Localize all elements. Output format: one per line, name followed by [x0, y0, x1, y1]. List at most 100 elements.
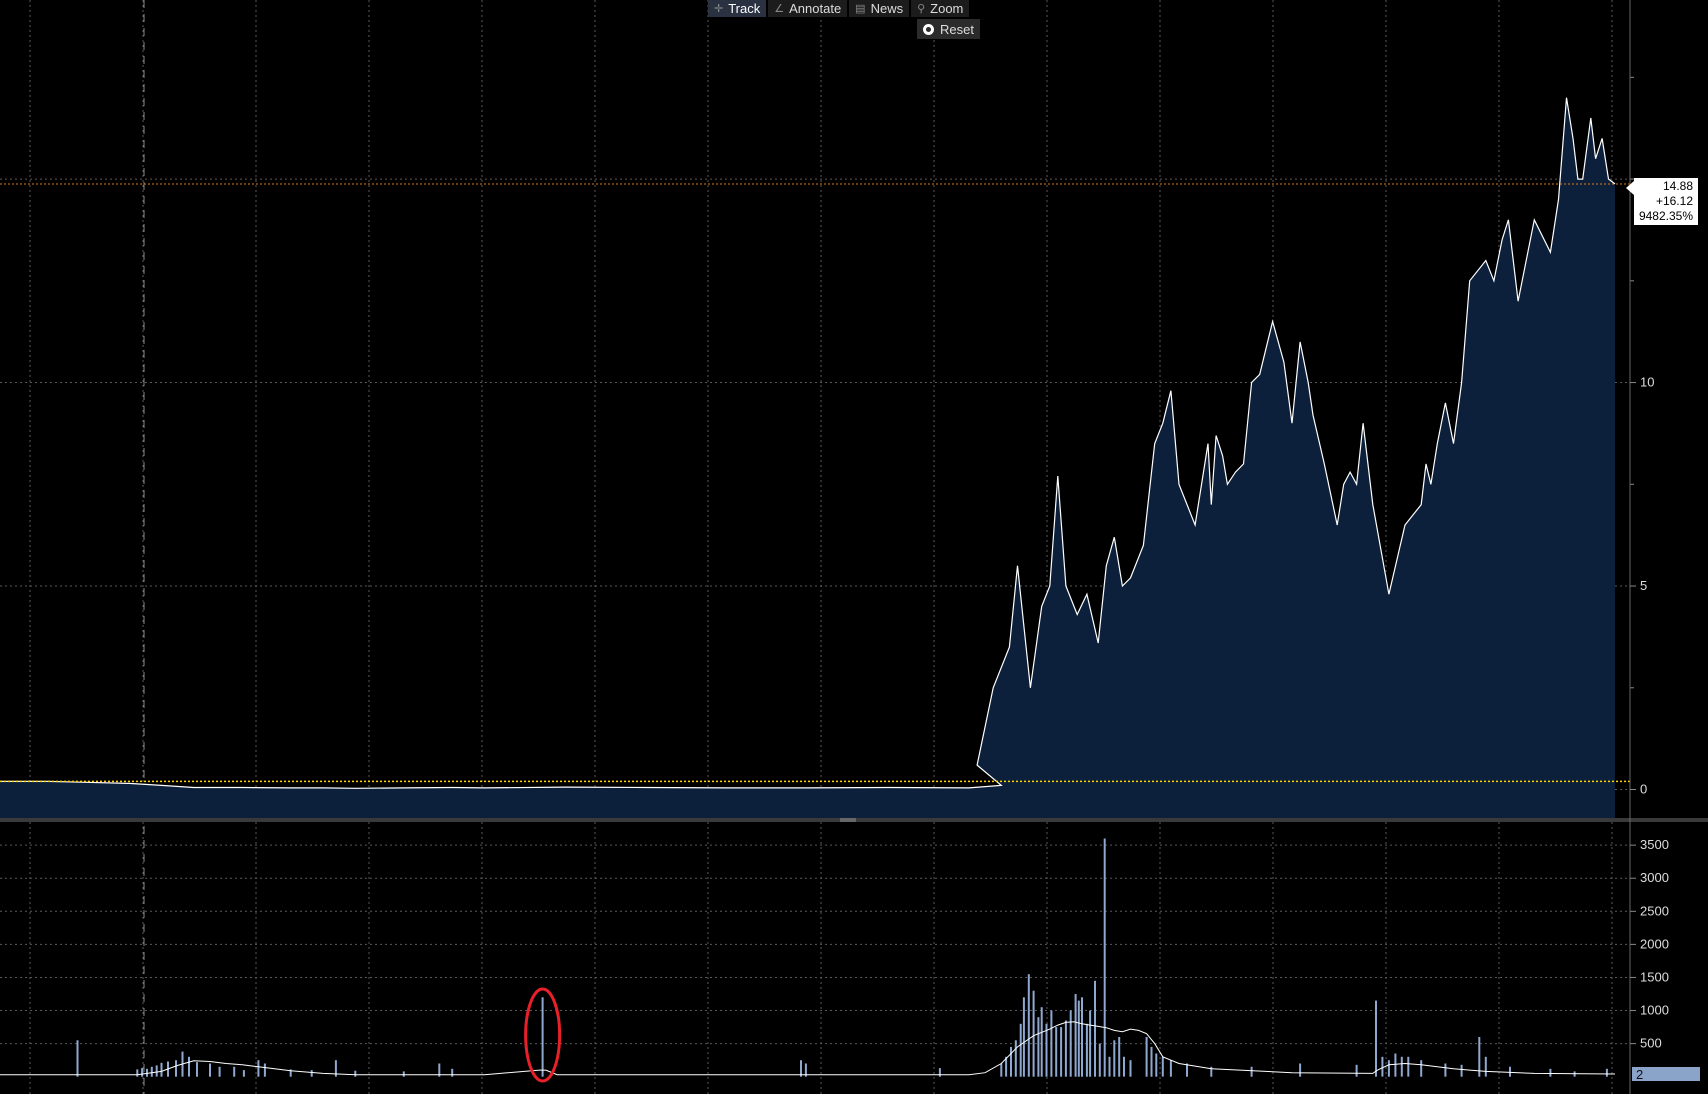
volume-bar — [1027, 974, 1030, 1077]
volume-bar — [233, 1066, 236, 1077]
volume-average-line — [0, 1021, 1616, 1076]
volume-bar — [354, 1070, 357, 1077]
volume-tick-label: 2500 — [1640, 903, 1669, 918]
volume-bar — [1394, 1053, 1397, 1077]
volume-bar — [263, 1063, 266, 1077]
volume-tick-label: 3500 — [1640, 837, 1669, 852]
volume-bar — [1210, 1066, 1213, 1077]
zoom-button[interactable]: ⚲ Zoom — [911, 0, 970, 17]
volume-bar — [1032, 990, 1035, 1077]
price-tick-label: 10 — [1640, 375, 1654, 390]
volume-bar — [1005, 1056, 1008, 1077]
volume-panel — [0, 838, 1616, 1083]
volume-bar — [1605, 1068, 1608, 1077]
news-label: News — [870, 1, 904, 16]
volume-bar — [1355, 1064, 1358, 1077]
volume-bar — [289, 1069, 292, 1077]
news-icon: ▤ — [855, 3, 866, 15]
volume-tick-label: 3000 — [1640, 870, 1669, 885]
volume-bar — [541, 997, 544, 1077]
volume-bar — [188, 1056, 190, 1077]
volume-bar — [1108, 1056, 1111, 1077]
annotate-button[interactable]: ∠ Annotate — [768, 0, 848, 17]
volume-bar — [1050, 1010, 1053, 1077]
price-area-fill — [0, 97, 1615, 818]
price-panel — [0, 97, 1630, 818]
volume-bar — [1444, 1063, 1447, 1077]
volume-bar — [1089, 1010, 1092, 1077]
volume-bar — [175, 1060, 177, 1077]
volume-bar — [1161, 1056, 1164, 1077]
zoom-label: Zoom — [930, 1, 964, 16]
volume-bar — [1460, 1064, 1463, 1077]
news-button[interactable]: ▤ News — [849, 0, 910, 17]
volume-tick-label: 1500 — [1640, 969, 1669, 984]
volume-bar — [1387, 1060, 1390, 1077]
last-price-label: 14.88 +16.12 9482.35% — [1626, 178, 1698, 225]
volume-bar — [438, 1063, 441, 1077]
volume-bar — [1250, 1066, 1253, 1077]
grid — [0, 0, 1630, 1094]
volume-tick-label: 2000 — [1640, 936, 1669, 951]
reset-icon — [923, 23, 934, 35]
volume-bar — [150, 1066, 153, 1077]
last-price-change-pct: 9482.35% — [1638, 209, 1693, 223]
volume-bar — [1019, 1023, 1022, 1077]
volume-bar — [1299, 1063, 1302, 1077]
volume-bar — [1420, 1060, 1423, 1077]
volume-bar — [1375, 1000, 1377, 1077]
volume-bar — [1085, 1023, 1088, 1077]
volume-bar — [1478, 1037, 1481, 1077]
chart-toolbar: ✛ Track ∠ Annotate ▤ News ⚲ Zoom — [708, 0, 970, 17]
volume-bar — [1081, 997, 1083, 1077]
reset-button[interactable]: Reset — [917, 19, 980, 39]
volume-bar — [1077, 1000, 1080, 1077]
volume-bar — [1155, 1053, 1158, 1077]
volume-bar — [800, 1060, 802, 1077]
volume-bar — [1014, 1040, 1017, 1077]
volume-bar — [1000, 1063, 1003, 1077]
volume-bar — [196, 1062, 198, 1077]
volume-bar — [209, 1063, 211, 1077]
volume-bar — [1549, 1068, 1552, 1077]
volume-bar — [1186, 1063, 1188, 1077]
volume-bar — [1103, 838, 1106, 1077]
track-button[interactable]: ✛ Track — [708, 0, 767, 17]
volume-bar — [76, 1040, 79, 1077]
highlight-circle — [524, 987, 562, 1083]
last-price-value: 14.88 — [1662, 179, 1693, 193]
volume-bar — [1022, 997, 1025, 1077]
volume-tick-label: 1000 — [1640, 1003, 1669, 1018]
reset-label: Reset — [940, 21, 974, 37]
volume-bar — [1169, 1060, 1172, 1077]
volume-bar — [160, 1062, 163, 1077]
volume-bar — [1064, 1020, 1067, 1077]
last-price-change: +16.12 — [1655, 194, 1693, 208]
volume-bar — [1060, 1027, 1063, 1077]
volume-bar — [1037, 1017, 1040, 1077]
volume-bar — [1069, 1010, 1072, 1077]
volume-bar — [1055, 1027, 1058, 1077]
volume-bar — [310, 1070, 313, 1077]
volume-bar — [402, 1071, 405, 1077]
volume-bar — [1045, 1023, 1048, 1077]
crosshair-icon: ✛ — [714, 3, 724, 15]
track-label: Track — [728, 1, 761, 16]
volume-bar — [1123, 1056, 1125, 1077]
magnifier-icon: ⚲ — [917, 3, 926, 15]
volume-bar — [1150, 1046, 1153, 1077]
volume-bar — [1129, 1060, 1132, 1077]
volume-bar — [1407, 1056, 1410, 1077]
volume-tick-label: 500 — [1640, 1036, 1662, 1051]
volume-bar — [1113, 1040, 1116, 1077]
volume-bar — [257, 1060, 260, 1077]
panel-resize-handle — [840, 818, 856, 822]
volume-bar — [1010, 1046, 1012, 1077]
price-tick-label: 0 — [1640, 782, 1647, 797]
volume-bar — [1484, 1056, 1487, 1077]
price-line — [0, 97, 1616, 789]
volume-bar — [1145, 1037, 1148, 1077]
volume-bar — [242, 1070, 245, 1077]
volume-bar — [1509, 1066, 1511, 1077]
